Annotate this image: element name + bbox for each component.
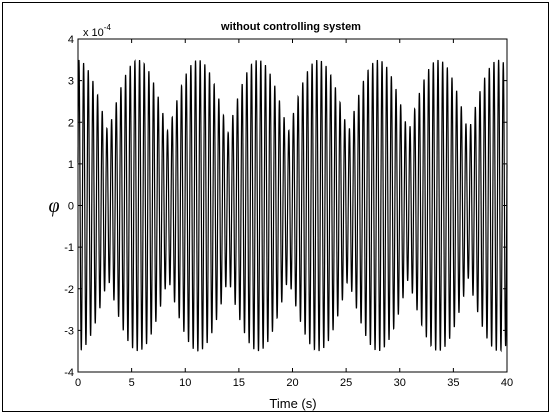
x-tick-label: 40 [501,377,513,389]
y-tick-label: 1 [68,159,74,171]
x-tick-label: 35 [447,377,459,389]
y-tick-label: 2 [68,117,74,129]
axes-layer: 0 5 10 15 20 25 30 35 40 -4 -3 -2 -1 0 1 2 3 4 [64,34,513,389]
x-tick-label: 0 [75,377,81,389]
y-tick-label: 4 [68,34,74,46]
data-layer [77,59,508,353]
series-line [77,59,508,353]
x-tick-label: 15 [233,377,245,389]
y-tick-label: -1 [64,242,74,254]
x-axis-label: Time (s) [269,396,316,411]
y-tick-label: -2 [64,284,74,296]
x-tick-label: 30 [394,377,406,389]
y-tick-label: -4 [64,367,74,379]
x-tick-label: 10 [179,377,191,389]
figure-frame [2,2,549,412]
y-tick-label: 3 [68,76,74,88]
y-axis-label: φ [48,195,59,217]
y-exponent-label: x 10-4 [83,23,111,39]
y-tick-label: -3 [64,325,74,337]
y-tick-label: 0 [68,201,74,213]
x-tick-label: 25 [340,377,352,389]
x-tick-label: 20 [286,377,298,389]
chart-title: without controlling system [220,21,361,33]
x-tick-label: 5 [129,377,135,389]
